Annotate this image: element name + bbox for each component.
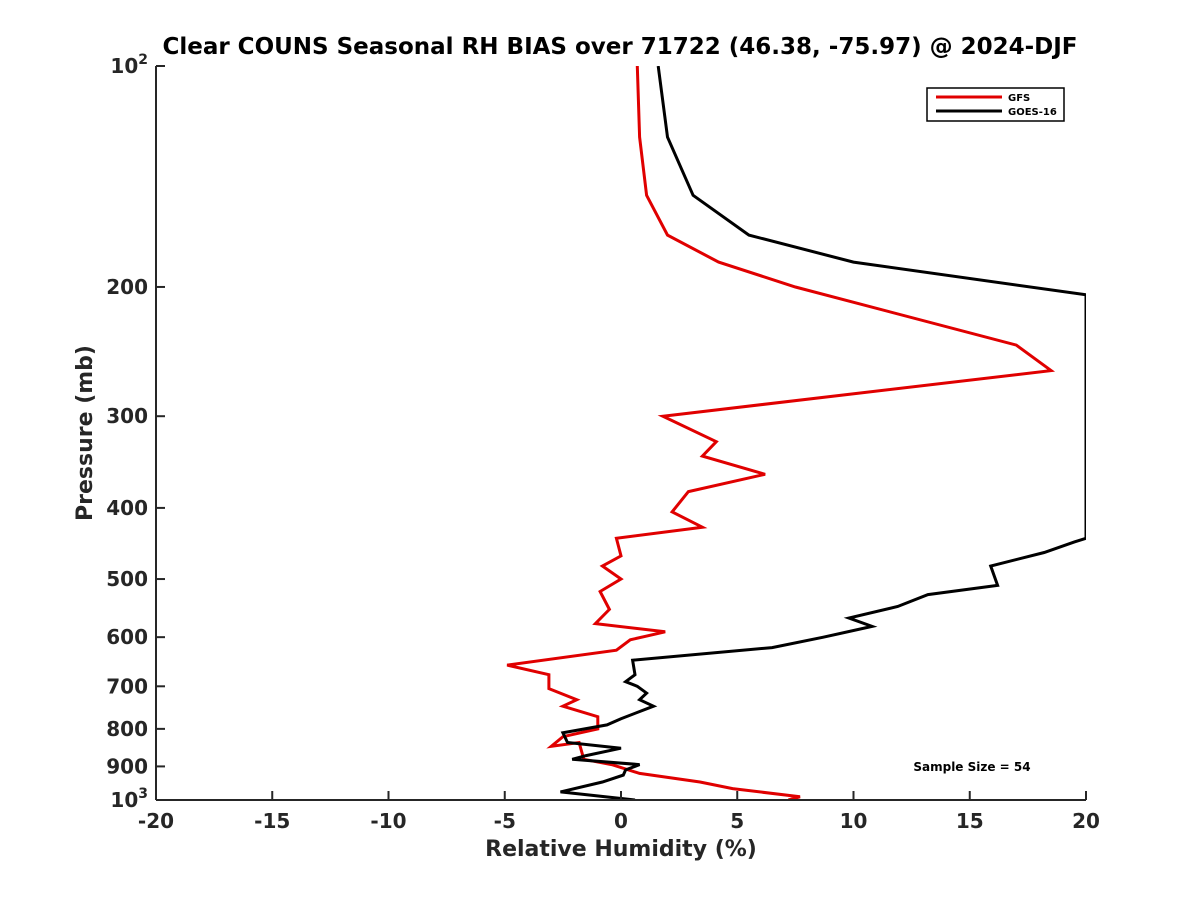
sample-size-annotation: Sample Size = 54: [913, 760, 1030, 774]
y-tick-label: 900: [106, 754, 148, 778]
y-tick-label: 102: [110, 52, 148, 78]
series-line-goes-16: [560, 66, 1086, 800]
legend-label-goes16: GOES-16: [1008, 107, 1057, 118]
x-axis-ticks: -20 -15 -10 -5 0 5 10 15 20: [138, 791, 1100, 833]
legend-box: [926, 87, 1065, 122]
y-axis-label: Pressure (mb): [73, 345, 98, 521]
x-tick-label: 15: [956, 809, 984, 833]
legend: GFS GOES-16: [926, 87, 1065, 122]
x-tick-label: 20: [1072, 809, 1100, 833]
y-axis-ticks: 102 200 300 400 500 600 700 800 900 103: [106, 52, 165, 812]
y-tick-label: 103: [110, 786, 148, 812]
series-layer: [506, 66, 1086, 800]
y-tick-label: 400: [106, 496, 148, 520]
x-tick-label: 5: [730, 809, 744, 833]
x-tick-label: 0: [614, 809, 628, 833]
x-tick-label: 10: [840, 809, 868, 833]
y-tick-label: 600: [106, 625, 148, 649]
legend-label-gfs: GFS: [1008, 93, 1030, 104]
x-tick-label: -10: [370, 809, 406, 833]
series-line-gfs: [506, 66, 1056, 800]
x-tick-label: -15: [254, 809, 290, 833]
y-tick-label: 200: [106, 275, 148, 299]
chart-title: Clear COUNS Seasonal RH BIAS over 71722 …: [162, 34, 1077, 60]
y-tick-label: 800: [106, 717, 148, 741]
x-tick-label: -20: [138, 809, 174, 833]
y-tick-label: 500: [106, 567, 148, 591]
plot-area: -20 -15 -10 -5 0 5 10 15 20 102 200 300 400 500 600 70…: [106, 52, 1100, 833]
y-tick-label: 300: [106, 404, 148, 428]
x-tick-label: -5: [494, 809, 516, 833]
x-axis-label: Relative Humidity (%): [485, 837, 757, 862]
y-tick-label: 700: [106, 674, 148, 698]
